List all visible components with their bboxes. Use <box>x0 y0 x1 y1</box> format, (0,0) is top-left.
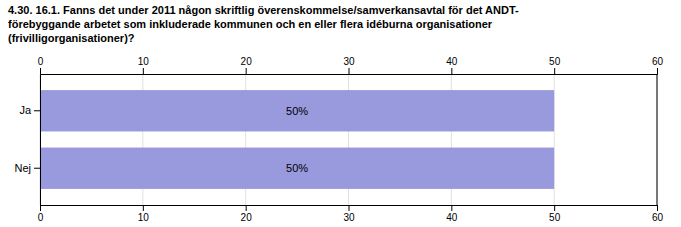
tick-label: 50 <box>549 212 561 223</box>
tick-label: 60 <box>652 212 664 223</box>
x-axis-bottom: 0 10 20 30 40 50 60 <box>38 205 664 223</box>
tick: 30 <box>343 205 355 223</box>
tick-label: 40 <box>446 212 458 223</box>
tick-label: 0 <box>38 56 44 67</box>
chart-title-line: (frivilligorganisationer)? <box>8 32 135 44</box>
tick-label: 10 <box>138 212 150 223</box>
tick-mark <box>657 205 658 211</box>
tick-mark <box>40 205 41 211</box>
tick-label: Nej <box>14 162 31 174</box>
tick-mark <box>349 205 350 211</box>
chart-title-line: förebyggande arbetet som inkluderade kom… <box>8 18 493 30</box>
tick-mark <box>246 205 247 211</box>
tick-label: 40 <box>446 56 458 67</box>
chart-svg: 4.30. 16.1. Fanns det under 2011 någon s… <box>0 0 681 227</box>
data-labels: 50% 50% <box>286 105 308 174</box>
tick-mark <box>657 68 658 74</box>
tick-mark <box>143 205 144 211</box>
axis-line <box>41 206 658 212</box>
tick: Ja <box>19 104 40 116</box>
tick-mark <box>554 68 555 74</box>
bar <box>40 90 554 131</box>
tick-mark <box>34 110 40 111</box>
tick: 0 <box>38 205 44 223</box>
tick-label: 30 <box>343 212 355 223</box>
frame-line <box>657 74 658 205</box>
tick-label: 20 <box>241 212 253 223</box>
tick: 60 <box>652 56 664 74</box>
grid-line <box>40 74 41 205</box>
grid <box>40 74 657 205</box>
tick: 40 <box>446 56 458 74</box>
chart-title-line: 4.30. 16.1. Fanns det under 2011 någon s… <box>8 4 519 16</box>
tick: 50 <box>549 205 561 223</box>
tick: 0 <box>38 56 44 74</box>
tick: 20 <box>241 205 253 223</box>
tick: 30 <box>343 56 355 74</box>
bars <box>40 90 554 189</box>
tick: 20 <box>241 56 253 74</box>
tick-mark <box>451 205 452 211</box>
chart-container: 4.30. 16.1. Fanns det under 2011 någon s… <box>0 0 681 227</box>
tick-label: 30 <box>343 56 355 67</box>
data-label: 50% <box>286 162 308 174</box>
plot: 50% 50% 0 10 20 30 40 50 60 0 10 20 30 40 50 60 Ja Nej <box>14 56 663 223</box>
tick-mark <box>349 68 350 74</box>
data-label: 50% <box>286 105 308 117</box>
bar <box>40 148 554 189</box>
x-axis-top: 0 10 20 30 40 50 60 <box>38 56 664 75</box>
tick-mark <box>246 68 247 74</box>
tick-label: 60 <box>652 56 664 67</box>
chart-title: 4.30. 16.1. Fanns det under 2011 någon s… <box>8 4 519 44</box>
tick-mark <box>34 168 40 169</box>
tick: 10 <box>138 205 150 223</box>
tick-label: 0 <box>38 212 44 223</box>
tick-mark <box>143 68 144 74</box>
tick-mark <box>451 68 452 74</box>
axis-line <box>40 75 41 206</box>
tick-label: 20 <box>241 56 253 67</box>
axis-line <box>41 68 658 75</box>
grid-line <box>657 74 658 205</box>
tick-mark <box>554 205 555 211</box>
tick-label: 10 <box>138 56 150 67</box>
tick: 40 <box>446 205 458 223</box>
tick: 60 <box>652 205 664 223</box>
tick-label: Ja <box>19 104 32 116</box>
tick: 50 <box>549 56 561 74</box>
tick-label: 50 <box>549 56 561 67</box>
tick: Nej <box>14 162 40 174</box>
tick: 10 <box>138 56 150 74</box>
tick-mark <box>40 68 41 74</box>
y-axis: Ja Nej <box>14 75 40 206</box>
